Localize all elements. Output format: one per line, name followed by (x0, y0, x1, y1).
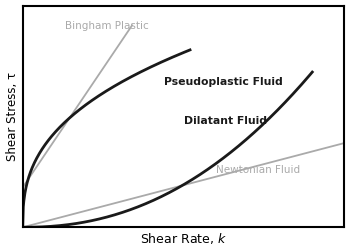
Text: Dilatant Fluid: Dilatant Fluid (184, 116, 267, 127)
Text: Newtonian Fluid: Newtonian Fluid (216, 165, 300, 175)
Text: Bingham Plastic: Bingham Plastic (64, 21, 148, 31)
Y-axis label: Shear Stress, τ: Shear Stress, τ (6, 72, 19, 161)
Text: Pseudoplastic Fluid: Pseudoplastic Fluid (164, 77, 283, 86)
X-axis label: Shear Rate, $k$: Shear Rate, $k$ (140, 231, 227, 246)
